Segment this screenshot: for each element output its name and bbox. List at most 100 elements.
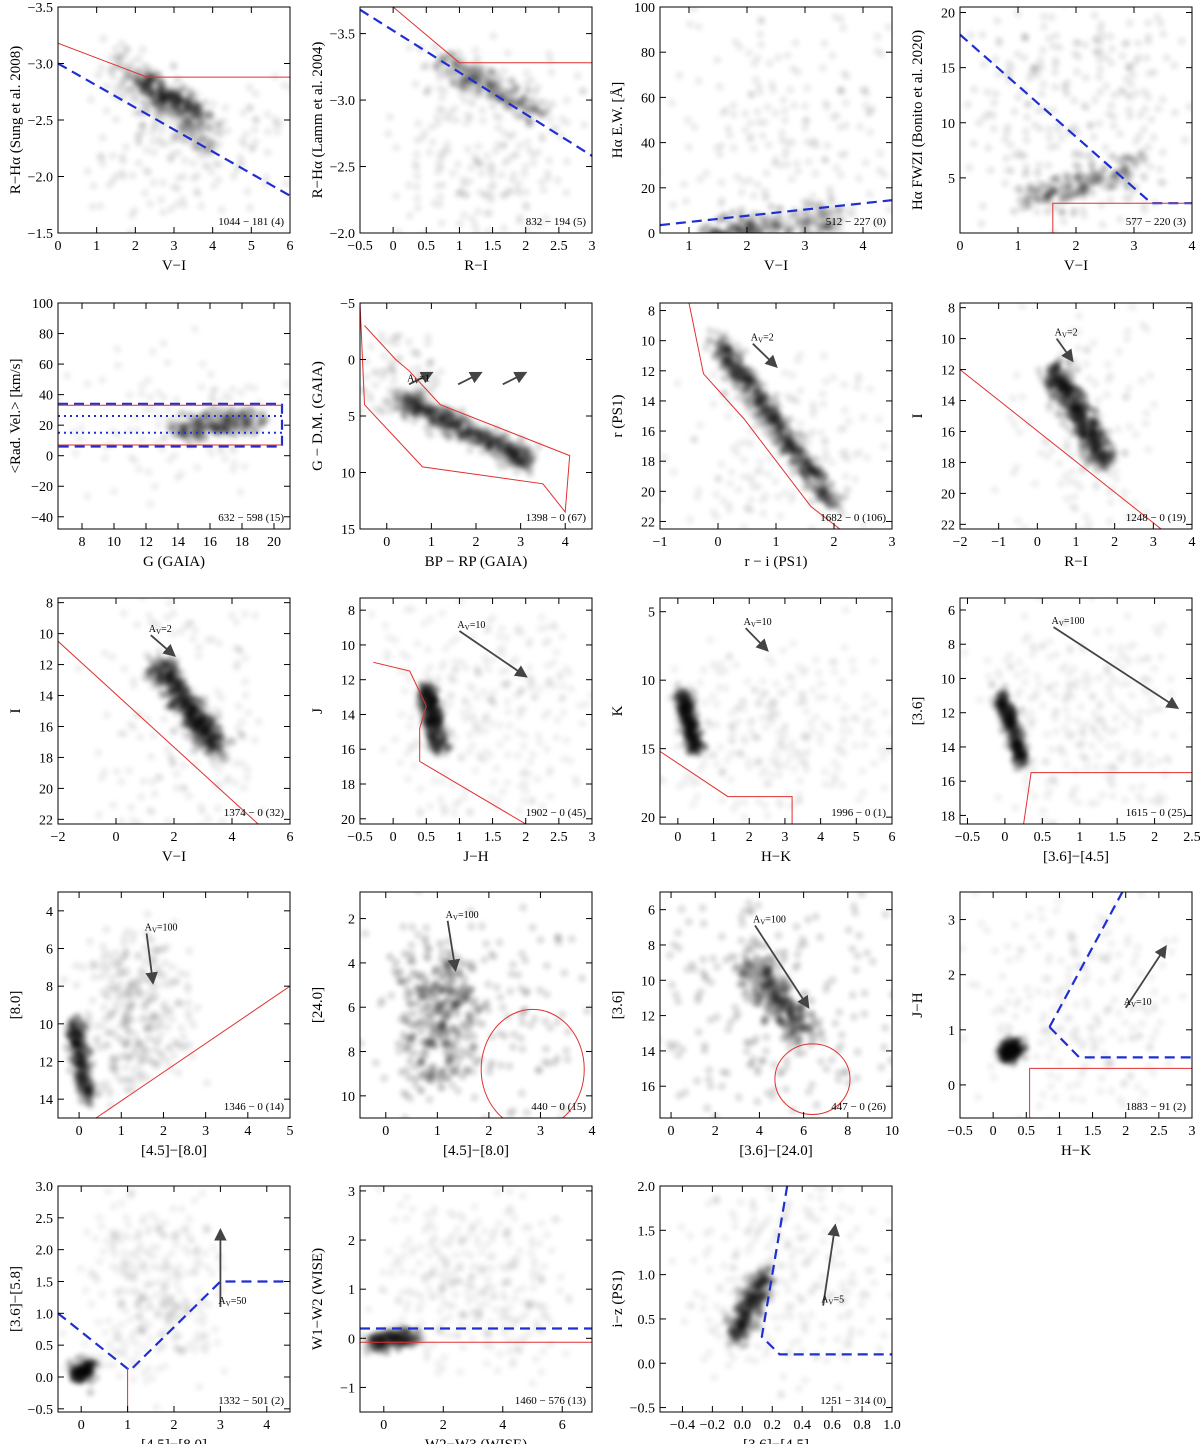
y-tick-label: 1.0	[638, 1269, 656, 1284]
y-tick-label: 6	[348, 1001, 355, 1016]
x-axis-label: [4.5]−[8.0]	[443, 1143, 509, 1159]
x-tick-label: 10	[885, 1124, 899, 1139]
x-tick-label: −0.5	[955, 830, 980, 845]
y-axis-label: [3.6]	[910, 697, 926, 726]
count-label: 1615 − 0 (25)	[1126, 807, 1187, 819]
y-tick-label: 12	[39, 659, 53, 674]
x-tick-label: 3	[1131, 239, 1138, 254]
x-tick-label: 18	[235, 535, 249, 550]
panel-p2: −0.5 0 0.5 1 1.5 2 2.5 3 −3.5 −3.0 −2.5 −2.0 R−I R−Hα…	[310, 6, 596, 274]
y-tick-label: 0	[648, 227, 655, 242]
panel-plot-area	[58, 324, 290, 509]
panel-frame	[959, 597, 1193, 825]
y-tick-label: 2.5	[36, 1212, 54, 1227]
x-tick-label: 1	[456, 239, 463, 254]
x-tick-label: −0.2	[700, 1418, 725, 1433]
x-tick-label: 1.5	[484, 239, 502, 254]
x-tick-label: 2	[132, 239, 139, 254]
x-tick-label: 4	[860, 239, 867, 254]
x-tick-label: 1	[1073, 535, 1080, 550]
x-axis-label: V−I	[1064, 258, 1088, 274]
x-tick-label: 0.2	[764, 1418, 782, 1433]
x-axis-label: V−I	[764, 258, 788, 274]
x-axis-label: r − i (PS1)	[744, 554, 807, 570]
boundary-line-1	[373, 661, 526, 824]
panel-plot-area: AV=1	[360, 303, 571, 514]
x-tick-label: 0	[382, 1124, 389, 1139]
x-tick-label: 3	[1150, 535, 1157, 550]
panel-p5: 8 10 12 14 16 18 20 −40 −20 0 20 40 60 80 100 G (GAIA) <…	[8, 297, 291, 570]
x-tick-label: 4	[499, 1418, 506, 1433]
x-tick-label: 0.4	[793, 1418, 811, 1433]
y-tick-label: 1.5	[638, 1224, 656, 1239]
panel-plot-area	[360, 7, 592, 233]
count-label: 832 − 194 (5)	[526, 216, 587, 228]
x-tick-label: 2.5	[550, 830, 568, 845]
panel-p6: AV=1 0 1 2 3 4 −5 0 5 10 15 BP − RP (GAIA) G − D.M. …	[310, 297, 593, 570]
x-tick-label: 5	[853, 830, 860, 845]
panel-frame	[959, 891, 1193, 1119]
reddening-label: AV=100	[1052, 616, 1085, 628]
panel-p16: AV=10 −0.5 0 0.5 1 1.5 2 2.5 3 0 1 2 3 H−K J−H 1883 − 9…	[910, 891, 1196, 1159]
y-tick-label: 10	[341, 1090, 355, 1105]
x-tick-label: 6	[287, 239, 294, 254]
y-tick-label: 1	[948, 1024, 955, 1039]
reddening-arrow	[502, 371, 528, 386]
panel-frame	[359, 1185, 593, 1413]
y-tick-label: 2.0	[638, 1180, 656, 1195]
boundary-line-1	[1023, 772, 1192, 824]
y-axis-label: J−H	[910, 992, 926, 1017]
panel-p14: AV=100 0 1 2 3 4 2 4 6 8 10 [4.5]−[8.0] [24.0] 440 − …	[310, 891, 596, 1159]
x-tick-label: 4	[209, 239, 216, 254]
y-tick-label: 20	[39, 419, 53, 434]
panel-plot-area: AV=2	[960, 303, 1162, 529]
y-axis-label: R−Hα (Lamm et al. 2004)	[310, 42, 326, 199]
count-label: 1332 − 501 (2)	[218, 1395, 284, 1407]
y-tick-label: 12	[641, 365, 655, 380]
y-tick-label: −2.5	[330, 161, 355, 176]
y-tick-label: 18	[941, 456, 955, 471]
y-tick-label: 8	[348, 1046, 355, 1061]
y-tick-label: 5	[348, 410, 355, 425]
y-tick-label: −1	[340, 1381, 355, 1396]
y-tick-label: 40	[641, 137, 655, 152]
x-tick-label: −0.4	[670, 1418, 695, 1433]
y-tick-label: −2.0	[28, 171, 53, 186]
y-tick-label: 12	[941, 707, 955, 722]
reddening-label: AV=50	[218, 1296, 246, 1308]
y-tick-label: 8	[648, 305, 655, 320]
panel-plot-area: AV=2	[660, 303, 889, 529]
panel-plot-area: AV=5	[668, 1186, 892, 1400]
scatter-points	[59, 909, 212, 1110]
x-tick-label: 0.0	[734, 1418, 752, 1433]
y-tick-label: 12	[39, 1056, 53, 1071]
reddening-label: AV=5	[821, 1295, 844, 1307]
x-axis-label: R−I	[1064, 554, 1087, 570]
x-axis-label: [3.6]−[4.5]	[743, 1437, 809, 1444]
count-label: 1251 − 314 (0)	[820, 1395, 886, 1407]
y-tick-label: 10	[39, 628, 53, 643]
boundary-line-1	[960, 369, 1162, 529]
y-tick-label: 1.5	[36, 1275, 54, 1290]
y-tick-label: −3.0	[330, 94, 355, 109]
x-tick-label: 3	[202, 1124, 209, 1139]
count-label: 1248 − 0 (19)	[1126, 512, 1187, 524]
y-tick-label: 8	[46, 597, 53, 612]
x-axis-label: BP − RP (GAIA)	[425, 554, 528, 570]
count-label: 1996 − 0 (1)	[831, 807, 886, 819]
y-tick-label: 22	[641, 515, 655, 530]
panel-frame	[57, 891, 291, 1119]
x-axis-label: [4.5]−[8.0]	[141, 1143, 207, 1159]
reddening-label: AV=100	[446, 910, 479, 922]
y-tick-label: 14	[341, 708, 355, 723]
reddening-arrow	[457, 371, 483, 386]
y-tick-label: 6	[46, 943, 53, 958]
x-tick-label: 8	[79, 535, 86, 550]
x-tick-label: 0.5	[1034, 830, 1052, 845]
reddening-label: AV=2	[149, 624, 172, 636]
y-tick-label: 8	[348, 604, 355, 619]
x-tick-label: 6	[800, 1124, 807, 1139]
y-tick-label: 80	[39, 328, 53, 343]
